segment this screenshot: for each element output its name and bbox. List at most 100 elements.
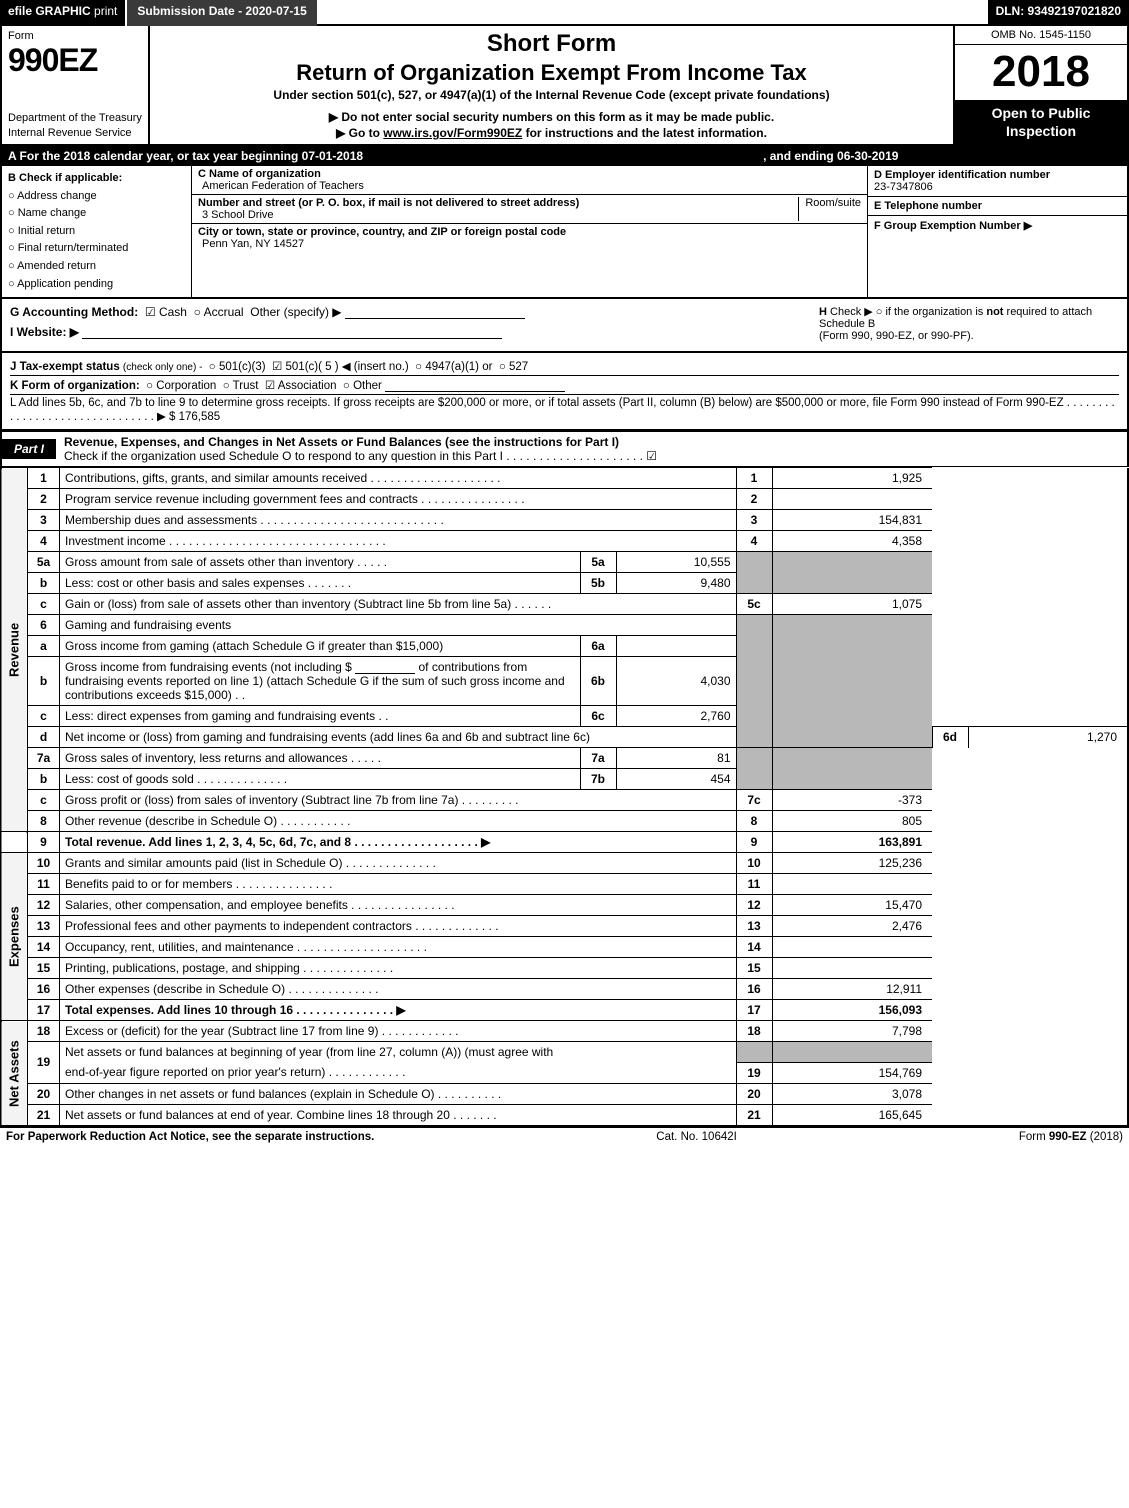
line-5c: c Gain or (loss) from sale of assets oth… <box>1 594 1128 615</box>
line-13: 13 Professional fees and other payments … <box>1 916 1128 937</box>
footer-right: Form 990-EZ (2018) <box>1019 1131 1123 1143</box>
k-assoc[interactable]: Association <box>265 380 337 392</box>
k-trust[interactable]: Trust <box>223 380 259 392</box>
g-other-field[interactable] <box>345 305 525 319</box>
l11-val <box>772 874 932 895</box>
efile-text: efile GRAPHIC <box>8 4 91 18</box>
check-initial-return[interactable]: Initial return <box>8 223 185 241</box>
l20-desc: Other changes in net assets or fund bala… <box>60 1083 737 1104</box>
org-city-label: City or town, state or province, country… <box>198 226 566 238</box>
l3-desc: Membership dues and assessments . . . . … <box>60 510 737 531</box>
print-link[interactable]: print <box>94 4 117 18</box>
l18-desc: Excess or (deficit) for the year (Subtra… <box>60 1021 737 1042</box>
l12-desc: Salaries, other compensation, and employ… <box>60 895 737 916</box>
l8-desc: Other revenue (describe in Schedule O) .… <box>60 811 737 832</box>
goto-link[interactable]: www.irs.gov/Form990EZ <box>383 126 522 140</box>
l5b-desc: Less: cost or other basis and sales expe… <box>60 573 581 594</box>
part1-check-text: Check if the organization used Schedule … <box>64 449 657 463</box>
l5b-num: b <box>28 573 60 594</box>
l2-val <box>772 489 932 510</box>
check-final-return[interactable]: Final return/terminated <box>8 240 185 258</box>
line-6a: a Gross income from gaming (attach Sched… <box>1 636 1128 657</box>
period-end: , and ending 06-30-2019 <box>763 149 898 163</box>
line-19b: end-of-year figure reported on prior yea… <box>1 1062 1128 1083</box>
j-501c3[interactable]: 501(c)(3) <box>209 361 266 373</box>
l19-desc-a: Net assets or fund balances at beginning… <box>60 1042 737 1063</box>
l9-col: 9 <box>736 832 772 853</box>
l5b-mini: 5b <box>580 573 616 594</box>
g-cash[interactable]: Cash <box>145 305 187 319</box>
l19-shaded-num <box>736 1042 772 1063</box>
check-name-change[interactable]: Name change <box>8 205 185 223</box>
l6b-num: b <box>28 657 60 706</box>
l7a-mval: 81 <box>616 748 736 769</box>
k-other[interactable]: Other <box>343 380 382 392</box>
l20-val: 3,078 <box>772 1083 932 1104</box>
l1-desc: Contributions, gifts, grants, and simila… <box>60 468 737 489</box>
l7c-val: -373 <box>772 790 932 811</box>
footer: For Paperwork Reduction Act Notice, see … <box>0 1127 1129 1146</box>
check-amended-return[interactable]: Amended return <box>8 258 185 276</box>
l13-col: 13 <box>736 916 772 937</box>
part1-title-text: Revenue, Expenses, and Changes in Net As… <box>64 435 619 449</box>
l21-col: 21 <box>736 1104 772 1126</box>
l18-val: 7,798 <box>772 1021 932 1042</box>
l1-num: 1 <box>28 468 60 489</box>
k-other-field[interactable] <box>385 378 565 392</box>
l16-num: 16 <box>28 979 60 1000</box>
check-address-change[interactable]: Address change <box>8 188 185 206</box>
g-accrual[interactable]: Accrual <box>194 305 244 319</box>
website-field[interactable] <box>82 325 502 339</box>
ein-block: D Employer identification number 23-7347… <box>868 166 1127 197</box>
efile-label: efile GRAPHIC print <box>0 0 125 26</box>
l6b-mval: 4,030 <box>616 657 736 706</box>
inspection-notice: Open to Public Inspection <box>955 100 1127 144</box>
k-corp[interactable]: Corporation <box>146 380 216 392</box>
line-2: 2 Program service revenue including gove… <box>1 489 1128 510</box>
l6b-field[interactable] <box>355 660 415 674</box>
h-not: not <box>986 306 1003 318</box>
l2-desc: Program service revenue including govern… <box>60 489 737 510</box>
check-application-pending[interactable]: Application pending <box>8 276 185 294</box>
footer-form: 990-EZ <box>1049 1131 1087 1143</box>
title-cell: Short Form Return of Organization Exempt… <box>150 26 953 144</box>
l16-col: 16 <box>736 979 772 1000</box>
h-label: H <box>819 306 827 318</box>
h-text1: Check ▶ ○ if the organization is <box>830 306 986 318</box>
org-city-row: City or town, state or province, country… <box>192 224 867 252</box>
l6d-col: 6d <box>932 727 968 748</box>
part1-table: Revenue 1 Contributions, gifts, grants, … <box>0 467 1129 1127</box>
footer-center: Cat. No. 10642I <box>656 1131 737 1143</box>
l6b-desc: Gross income from fundraising events (no… <box>60 657 581 706</box>
j-501c[interactable]: 501(c)( 5 ) ◀ (insert no.) <box>272 361 409 373</box>
line-3: 3 Membership dues and assessments . . . … <box>1 510 1128 531</box>
g-label: G Accounting Method: <box>10 305 138 319</box>
l7b-desc: Less: cost of goods sold . . . . . . . .… <box>60 769 581 790</box>
omb-number: OMB No. 1545-1150 <box>955 26 1127 45</box>
org-street-label: Number and street (or P. O. box, if mail… <box>198 197 792 209</box>
org-name-label: C Name of organization <box>198 168 364 180</box>
j-4947[interactable]: 4947(a)(1) or <box>415 361 492 373</box>
ghi-block: H Check ▶ ○ if the organization is not r… <box>0 299 1129 353</box>
line-10: Expenses 10 Grants and similar amounts p… <box>1 853 1128 874</box>
l8-val: 805 <box>772 811 932 832</box>
ssn-notice: ▶ Do not enter social security numbers o… <box>160 110 943 124</box>
l10-desc: Grants and similar amounts paid (list in… <box>60 853 737 874</box>
l5c-val: 1,075 <box>772 594 932 615</box>
l2-num: 2 <box>28 489 60 510</box>
l6c-mini: 6c <box>580 706 616 727</box>
l4-num: 4 <box>28 531 60 552</box>
line-6: 6 Gaming and fundraising events <box>1 615 1128 636</box>
l5a-num: 5a <box>28 552 60 573</box>
l17-val: 156,093 <box>772 1000 932 1021</box>
jkl-block: J Tax-exempt status (check only one) - 5… <box>0 353 1129 430</box>
l7c-desc: Gross profit or (loss) from sales of inv… <box>60 790 737 811</box>
l16-val: 12,911 <box>772 979 932 1000</box>
j-527[interactable]: 527 <box>499 361 528 373</box>
l6d-val: 1,270 <box>968 727 1128 748</box>
year-cell: OMB No. 1545-1150 2018 Open to Public In… <box>953 26 1127 144</box>
l9-num: 9 <box>28 832 60 853</box>
section-j: J Tax-exempt status (check only one) - 5… <box>10 357 1119 375</box>
l6-desc: Gaming and fundraising events <box>60 615 737 636</box>
dept-treasury: Department of the Treasury <box>8 111 142 125</box>
